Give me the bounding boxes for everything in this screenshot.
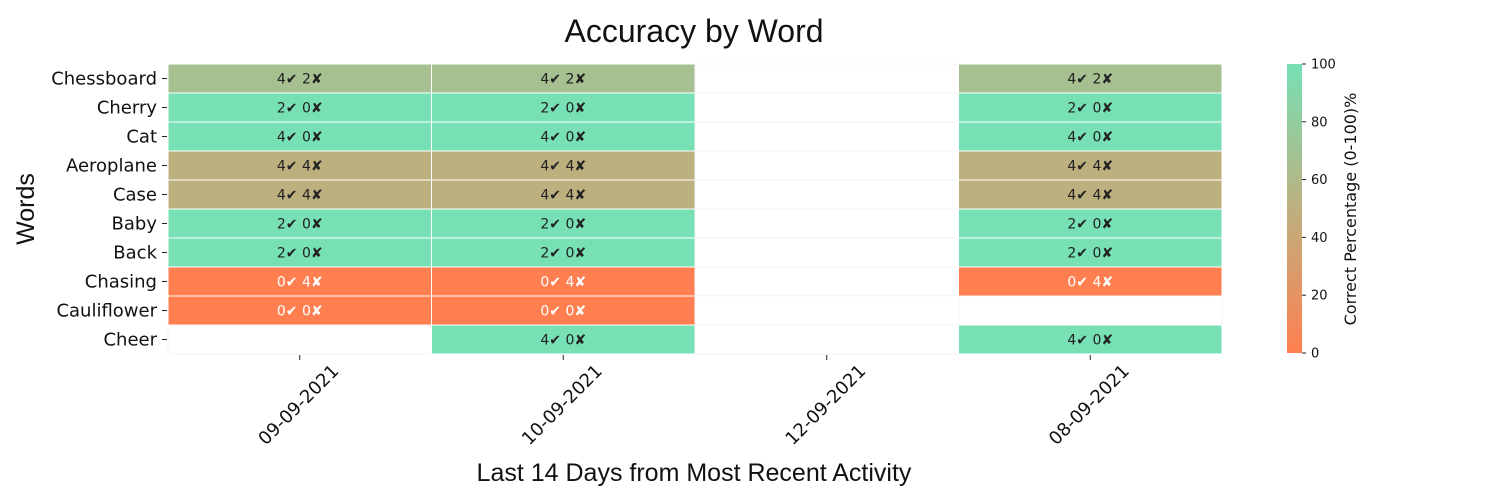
colorbar-ticks: 0 20 40 60 80 100 bbox=[1302, 58, 1336, 362]
heatmap-cell bbox=[958, 237, 1223, 268]
colorbar-tick-label: 80 bbox=[1311, 115, 1328, 130]
y-axis-ticks: Chessboard Cherry Cat Aeroplane Case Baby Back… bbox=[51, 69, 167, 351]
heatmap-cell bbox=[694, 92, 959, 123]
y-tick-label: Cat bbox=[126, 127, 157, 148]
colorbar-tick-label: 0 bbox=[1311, 347, 1319, 362]
cell-annotation: 4✔ 2✘ bbox=[540, 72, 586, 88]
cell-annotation: 4✔ 0✘ bbox=[1067, 333, 1113, 349]
heatmap-cell bbox=[958, 92, 1223, 123]
heatmap-cell bbox=[958, 150, 1223, 181]
heatmap-cell bbox=[167, 63, 432, 94]
heatmap-cell bbox=[958, 295, 1223, 326]
y-axis-label: Words bbox=[12, 173, 40, 245]
cell-annotation: 2✔ 0✘ bbox=[1067, 101, 1113, 117]
cell-annotation: 4✔ 0✘ bbox=[540, 333, 586, 349]
cell-annotation: 0✔ 0✘ bbox=[277, 304, 323, 320]
cell-annotation: 2✔ 0✘ bbox=[277, 246, 323, 262]
cell-annotation: 4✔ 2✘ bbox=[1067, 72, 1113, 88]
x-axis-ticks: 09-09-2021 10-09-2021 12-09-2021 08-09-2021 bbox=[254, 355, 1134, 450]
y-tick-label: Cherry bbox=[97, 98, 158, 119]
cell-annotation: 4✔ 4✘ bbox=[540, 159, 586, 175]
heatmap-cell bbox=[694, 266, 959, 297]
heatmap-cell bbox=[167, 266, 432, 297]
y-tick-label: Baby bbox=[112, 214, 158, 235]
heatmap-cell bbox=[958, 266, 1223, 297]
heatmap-cell bbox=[167, 237, 432, 268]
cell-annotation: 2✔ 0✘ bbox=[540, 217, 586, 233]
colorbar: 0 20 40 60 80 100 Correct Percentage (0-100)% bbox=[1287, 58, 1360, 362]
heatmap-cell bbox=[694, 150, 959, 181]
cell-annotation: 2✔ 0✘ bbox=[540, 101, 586, 117]
colorbar-tick-label: 20 bbox=[1311, 289, 1328, 304]
cell-annotation: 4✔ 0✘ bbox=[1067, 130, 1113, 146]
heatmap-cell bbox=[694, 121, 959, 152]
y-tick-label: Case bbox=[113, 185, 157, 206]
chart-title: Accuracy by Word bbox=[564, 13, 823, 49]
heatmap-cells: 4✔ 2✘ 4✔ 2✘ 4✔ 2✘ 2✔ 0✘ 2✔ 0✘ 2✔ 0✘ 4✔ 0✘ 4✔ 0✘… bbox=[167, 63, 1223, 355]
cell-annotation: 2✔ 0✘ bbox=[1067, 246, 1113, 262]
x-tick-label: 10-09-2021 bbox=[518, 361, 607, 450]
heatmap-cell bbox=[431, 179, 696, 210]
heatmap-cell bbox=[431, 121, 696, 152]
heatmap-cell bbox=[431, 324, 696, 355]
colorbar-tick-label: 100 bbox=[1311, 58, 1336, 73]
heatmap-cell bbox=[694, 179, 959, 210]
y-tick-label: Back bbox=[113, 243, 157, 264]
heatmap-cell bbox=[958, 208, 1223, 239]
heatmap-cell bbox=[694, 295, 959, 326]
cell-annotation: 4✔ 4✘ bbox=[277, 159, 323, 175]
cell-annotation: 2✔ 0✘ bbox=[277, 217, 323, 233]
cell-annotation: 4✔ 4✘ bbox=[1067, 188, 1113, 204]
heatmap-cell bbox=[167, 295, 432, 326]
cell-annotation: 4✔ 4✘ bbox=[1067, 159, 1113, 175]
cell-annotation: 4✔ 2✘ bbox=[277, 72, 323, 88]
colorbar-gradient bbox=[1287, 64, 1302, 353]
colorbar-tick-label: 60 bbox=[1311, 173, 1328, 188]
heatmap-cell bbox=[431, 237, 696, 268]
x-tick-label: 08-09-2021 bbox=[1045, 361, 1134, 450]
heatmap-cell bbox=[431, 266, 696, 297]
x-tick-label: 12-09-2021 bbox=[781, 361, 870, 450]
cell-annotation: 4✔ 0✘ bbox=[277, 130, 323, 146]
cell-annotation: 0✔ 4✘ bbox=[540, 275, 586, 291]
heatmap-cell bbox=[167, 150, 432, 181]
heatmap-cell bbox=[694, 208, 959, 239]
cell-annotation: 2✔ 0✘ bbox=[1067, 217, 1113, 233]
x-tick-label: 09-09-2021 bbox=[254, 361, 343, 450]
y-tick-label: Cauliflower bbox=[56, 301, 157, 322]
colorbar-label: Correct Percentage (0-100)% bbox=[1341, 93, 1360, 326]
heatmap-cell bbox=[431, 63, 696, 94]
heatmap-cell bbox=[958, 63, 1223, 94]
x-axis-label: Last 14 Days from Most Recent Activity bbox=[477, 459, 912, 487]
y-tick-label: Chessboard bbox=[51, 69, 157, 90]
heatmap-cell bbox=[694, 324, 959, 355]
cell-annotation: 4✔ 4✘ bbox=[540, 188, 586, 204]
y-tick-label: Cheer bbox=[103, 330, 157, 351]
cell-annotation: 4✔ 4✘ bbox=[277, 188, 323, 204]
heatmap-cell bbox=[431, 208, 696, 239]
heatmap-cell bbox=[694, 63, 959, 94]
heatmap-cell bbox=[958, 324, 1223, 355]
cell-annotation: 0✔ 0✘ bbox=[540, 304, 586, 320]
y-tick-label: Aeroplane bbox=[66, 156, 157, 177]
heatmap-cell bbox=[694, 237, 959, 268]
heatmap-cell bbox=[167, 324, 432, 355]
cell-annotation: 2✔ 0✘ bbox=[540, 246, 586, 262]
cell-annotation: 0✔ 4✘ bbox=[1067, 275, 1113, 291]
colorbar-tick-label: 40 bbox=[1311, 231, 1328, 246]
y-tick-label: Chasing bbox=[85, 272, 157, 293]
cell-annotation: 0✔ 4✘ bbox=[277, 275, 323, 291]
cell-annotation: 4✔ 0✘ bbox=[540, 130, 586, 146]
heatmap-cell bbox=[167, 208, 432, 239]
cell-annotation: 2✔ 0✘ bbox=[277, 101, 323, 117]
